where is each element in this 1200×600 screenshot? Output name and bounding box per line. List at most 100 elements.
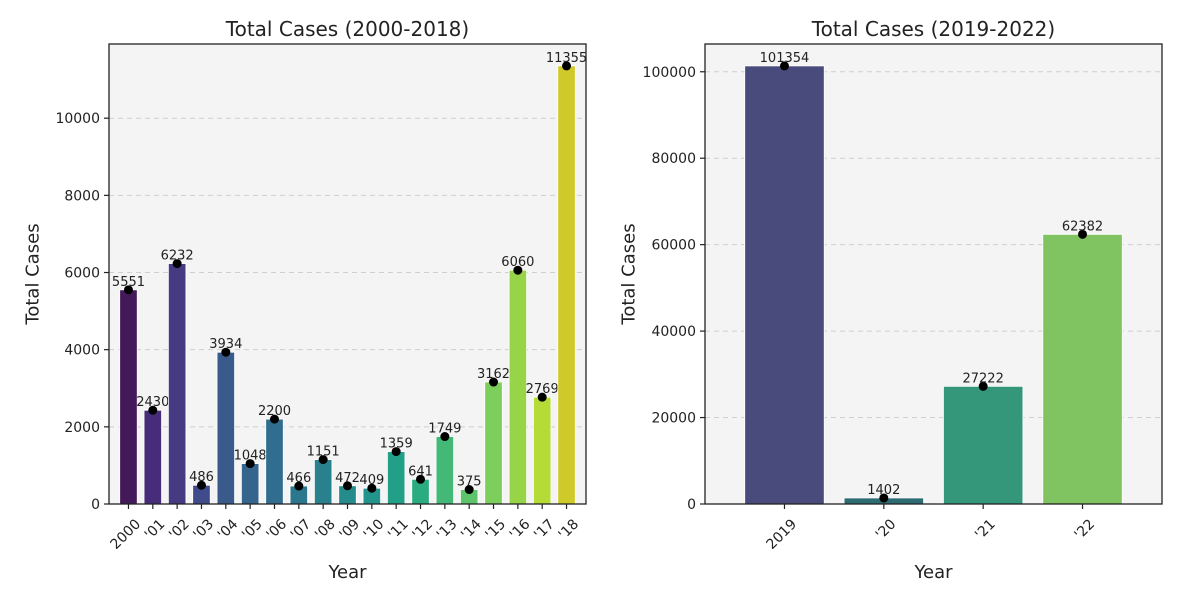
x-tick-label-5: '05	[239, 516, 266, 543]
y-tick-label: 20000	[651, 411, 696, 427]
data-label-13: 1749	[428, 422, 461, 437]
y-axis-label: Total Cases	[619, 223, 640, 325]
bar-13	[435, 436, 455, 505]
y-tick-label: 0	[687, 497, 696, 513]
data-label-2: 6232	[161, 249, 194, 264]
y-tick-label: 2000	[64, 420, 100, 436]
point-12	[416, 474, 426, 484]
bar-18	[557, 65, 576, 505]
point-8	[318, 455, 328, 465]
data-label-1: 2430	[136, 395, 169, 410]
x-tick-label-4: '04	[215, 516, 242, 543]
chart-title: Total Cases (2000-2018)	[225, 17, 469, 41]
point-7	[294, 481, 304, 491]
x-tick-label-15: '15	[482, 516, 509, 543]
x-tick-label-0: 2019	[764, 516, 801, 553]
data-label-9: 472	[335, 471, 360, 486]
point-10	[367, 483, 377, 493]
bar-3	[1042, 233, 1123, 505]
point-3	[1078, 229, 1088, 239]
data-label-12: 641	[408, 464, 433, 479]
x-tick-label-1: '01	[142, 516, 169, 543]
point-2	[172, 259, 182, 269]
point-18	[562, 61, 572, 71]
x-tick-label-1: '20	[873, 516, 900, 543]
bar-17	[533, 396, 552, 505]
point-2	[978, 381, 988, 391]
x-tick-label-2: '21	[972, 516, 999, 543]
bar-2	[943, 385, 1024, 505]
data-label-4: 3934	[209, 337, 242, 352]
x-tick-label-8: '08	[312, 516, 339, 543]
x-axis-label: Year	[327, 562, 367, 583]
x-tick-label-0: 2000	[108, 516, 145, 553]
data-label-0: 101354	[760, 51, 810, 66]
x-tick-label-6: '06	[263, 516, 290, 543]
data-label-5: 1048	[234, 449, 267, 464]
y-tick-label: 4000	[64, 343, 100, 359]
x-axis-label: Year	[913, 562, 953, 583]
data-label-16: 6060	[501, 255, 534, 270]
point-11	[391, 447, 401, 457]
chart-total-cases-2019-2022: 0 20000 40000 60000 80000 100000 101354 2019 140…	[619, 17, 1163, 583]
y-axis-label: Total Cases	[23, 223, 44, 325]
bar-4	[216, 351, 235, 505]
plot-frame	[704, 43, 1163, 505]
point-14	[464, 485, 474, 495]
bar-6	[265, 418, 284, 505]
x-tick-label-3: '22	[1071, 516, 1098, 543]
y-tick-label: 80000	[651, 151, 696, 167]
bar-0	[744, 65, 825, 505]
data-label-6: 2200	[258, 404, 291, 419]
x-tick-label-2: '02	[166, 516, 193, 543]
point-16	[513, 265, 523, 275]
point-9	[343, 481, 352, 491]
x-tick-label-16: '16	[507, 516, 534, 543]
data-label-1: 1402	[867, 483, 900, 498]
chart-total-cases-2000-2018: 0 2000 4000 6000 8000 10000 5551 2000 2430 '01 623…	[23, 17, 588, 583]
point-3	[196, 480, 206, 490]
y-tick-label: 10000	[55, 111, 100, 127]
x-tick-label-13: '13	[434, 516, 461, 543]
plot-frame	[108, 43, 587, 505]
data-label-3: 486	[189, 470, 214, 485]
x-tick-label-9: '09	[336, 516, 363, 543]
bar-0	[119, 289, 138, 505]
data-label-8: 1151	[307, 445, 340, 460]
x-tick-label-17: '17	[531, 516, 558, 543]
point-15	[489, 377, 499, 387]
x-tick-label-11: '11	[385, 516, 412, 543]
point-1	[879, 493, 889, 503]
point-17	[537, 392, 547, 402]
y-tick-label: 8000	[64, 188, 100, 204]
data-label-17: 2769	[526, 382, 559, 397]
bar-2	[167, 263, 187, 505]
bar-8	[314, 459, 333, 505]
x-tick-label-10: '10	[361, 516, 388, 543]
data-label-14: 375	[457, 475, 482, 490]
x-tick-label-3: '03	[190, 516, 217, 543]
y-tick-label: 0	[91, 497, 100, 513]
point-4	[221, 347, 231, 357]
y-tick-label: 40000	[651, 324, 696, 340]
bar-15	[484, 381, 503, 505]
data-label-7: 466	[286, 471, 311, 486]
x-tick-label-14: '14	[458, 516, 485, 543]
point-0	[779, 61, 789, 71]
point-5	[245, 459, 255, 469]
bar-1	[143, 409, 162, 505]
bar-11	[387, 451, 406, 505]
point-1	[148, 405, 158, 415]
data-label-2: 27222	[962, 371, 1003, 386]
y-tick-label: 6000	[64, 266, 100, 282]
bar-16	[508, 269, 528, 505]
point-13	[440, 432, 450, 442]
chart-title: Total Cases (2019-2022)	[811, 17, 1055, 41]
data-label-10: 409	[359, 473, 384, 488]
point-0	[123, 285, 133, 295]
data-label-0: 5551	[112, 275, 145, 290]
data-label-18: 11355	[546, 51, 587, 66]
y-tick-label: 60000	[651, 238, 696, 254]
point-6	[269, 414, 279, 424]
